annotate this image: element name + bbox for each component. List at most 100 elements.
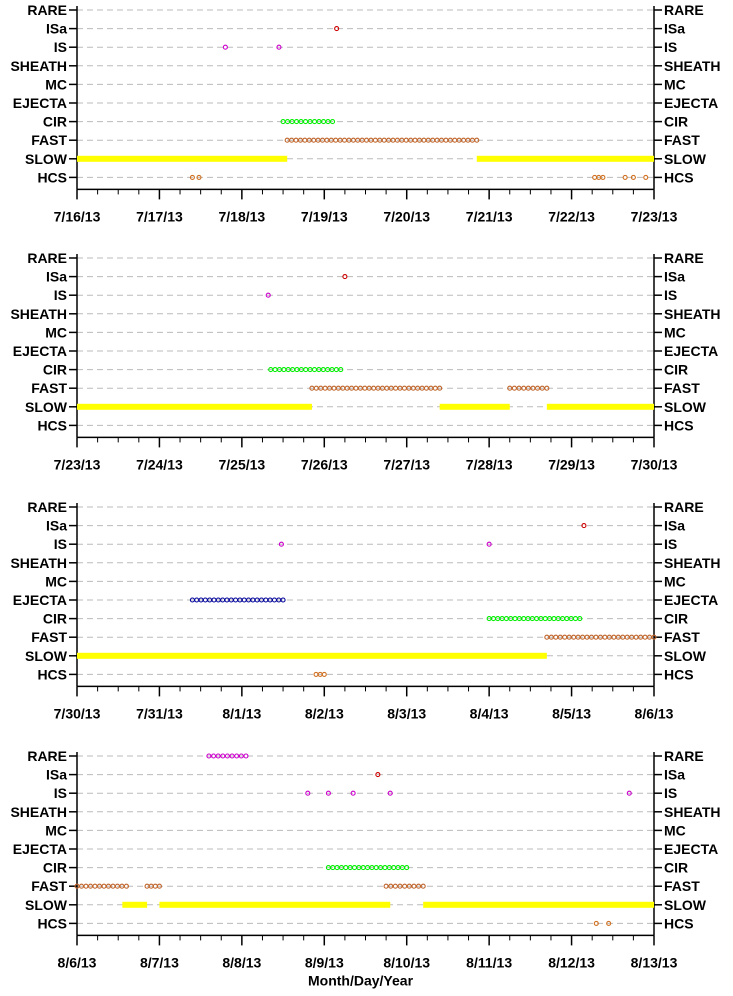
x-tick-label: 7/23/13 (54, 456, 101, 472)
y-tick-label-right: HCS (664, 417, 694, 433)
y-tick-label-left: FAST (31, 629, 67, 645)
y-tick-label-left: ISa (46, 518, 67, 534)
series-is-point (350, 790, 356, 796)
y-tick-label-right: CIR (664, 114, 688, 130)
x-tick-label: 7/19/13 (301, 208, 348, 224)
x-tick-label: 7/28/13 (466, 456, 513, 472)
y-tick-label-left: HCS (37, 417, 67, 433)
y-tick-label-left: SLOW (25, 151, 68, 167)
series-fast-point (651, 634, 657, 640)
x-tick-label: 7/21/13 (466, 208, 513, 224)
series-ejecta-point (202, 597, 208, 603)
series-rare-point (243, 753, 249, 759)
y-tick-label-left: SHEATH (10, 804, 67, 820)
series-cir-point (272, 367, 278, 373)
series-cir-point (404, 865, 410, 871)
x-tick-label: 8/6/13 (635, 705, 674, 721)
series-ejecta-point (271, 597, 277, 603)
series-fast-point (539, 385, 545, 391)
x-tick-label: 7/31/13 (136, 705, 183, 721)
series-fast-point (521, 385, 527, 391)
series-fast-point (452, 137, 458, 143)
series-fast-point (397, 883, 403, 889)
x-tick-label: 8/4/13 (470, 705, 509, 721)
y-tick-label-left: FAST (31, 132, 67, 148)
y-tick-label-left: EJECTA (13, 343, 67, 359)
y-tick-label-left: HCS (37, 666, 67, 682)
y-tick-label-left: EJECTA (13, 841, 67, 857)
series-cir-point (542, 616, 548, 622)
series-cir-point (512, 616, 518, 622)
y-tick-label-left: CIR (43, 362, 67, 378)
y-tick-label-right: EJECTA (664, 841, 718, 857)
y-tick-label-left: RARE (27, 250, 67, 266)
x-tick-label: 7/27/13 (383, 456, 430, 472)
y-tick-label-right: SLOW (664, 648, 707, 664)
series-fast-point (392, 883, 398, 889)
y-tick-label-left: IS (54, 785, 67, 801)
series-fast-point (516, 385, 522, 391)
y-tick-label-left: MC (45, 822, 67, 838)
series-is-point (486, 541, 492, 547)
series-fast-point (156, 883, 162, 889)
series-fast-point (388, 883, 394, 889)
y-tick-label-left: SLOW (25, 399, 68, 415)
y-tick-label-right: SLOW (664, 897, 707, 913)
series-fast-point (432, 385, 438, 391)
x-tick-label: 7/24/13 (136, 456, 183, 472)
x-tick-label: 8/6/13 (58, 954, 97, 970)
x-tick-label: 8/7/13 (140, 954, 179, 970)
series-rare-point (220, 753, 226, 759)
y-tick-label-right: SHEATH (664, 804, 721, 820)
series-fast-point (535, 385, 541, 391)
y-tick-label-left: ISa (46, 269, 67, 285)
series-fast-point (642, 634, 648, 640)
x-tick-label: 7/30/13 (631, 456, 678, 472)
y-tick-label-left: HCS (37, 915, 67, 931)
x-tick-label: 7/17/13 (136, 208, 183, 224)
series-fast-point (402, 883, 408, 889)
series-hcs-point (593, 920, 599, 926)
series-hcs-point (622, 174, 628, 180)
y-tick-label-left: RARE (27, 499, 67, 515)
chart-panel-4: RARE RARE ISa ISa IS IS SHEATH SHEATH MC MC EJECTA… (10, 748, 720, 988)
y-tick-label-left: CIR (43, 114, 67, 130)
y-tick-label-right: SHEATH (664, 306, 721, 322)
y-tick-label-right: FAST (664, 878, 700, 894)
series-fast-point (544, 385, 550, 391)
series-isa-point (375, 772, 381, 778)
series-is-point (278, 541, 284, 547)
y-tick-label-left: FAST (31, 380, 67, 396)
series-fast-point (322, 385, 328, 391)
series-cir-point (338, 367, 344, 373)
series-isa-point (342, 274, 348, 280)
series-is-point (265, 292, 271, 298)
series-fast-point (401, 385, 407, 391)
y-tick-label-left: EJECTA (13, 592, 67, 608)
series-hcs-point (592, 174, 598, 180)
y-tick-label-right: IS (664, 785, 677, 801)
series-rare-point (224, 753, 230, 759)
series-is-point (222, 44, 228, 50)
x-tick-label: 7/29/13 (548, 456, 595, 472)
series-fast-point (507, 385, 513, 391)
y-tick-label-left: SHEATH (10, 306, 67, 322)
series-hcs-point (321, 671, 327, 677)
series-fast-point (341, 137, 348, 143)
y-tick-label-right: CIR (664, 611, 688, 627)
y-tick-label-right: ISa (664, 518, 685, 534)
y-tick-label-left: EJECTA (13, 95, 67, 111)
series-fast-point (437, 385, 443, 391)
y-tick-label-right: IS (664, 39, 677, 55)
y-tick-label-left: IS (54, 39, 67, 55)
y-tick-label-right: MC (664, 822, 686, 838)
x-tick-label: 8/9/13 (305, 954, 344, 970)
series-cir-point (577, 616, 583, 622)
x-tick-label: 7/23/13 (631, 208, 678, 224)
y-tick-label-left: ISa (46, 767, 67, 783)
y-tick-label-left: IS (54, 536, 67, 552)
series-rare-point (238, 753, 244, 759)
x-tick-label: 7/26/13 (301, 456, 348, 472)
series-hcs-point (630, 174, 636, 180)
